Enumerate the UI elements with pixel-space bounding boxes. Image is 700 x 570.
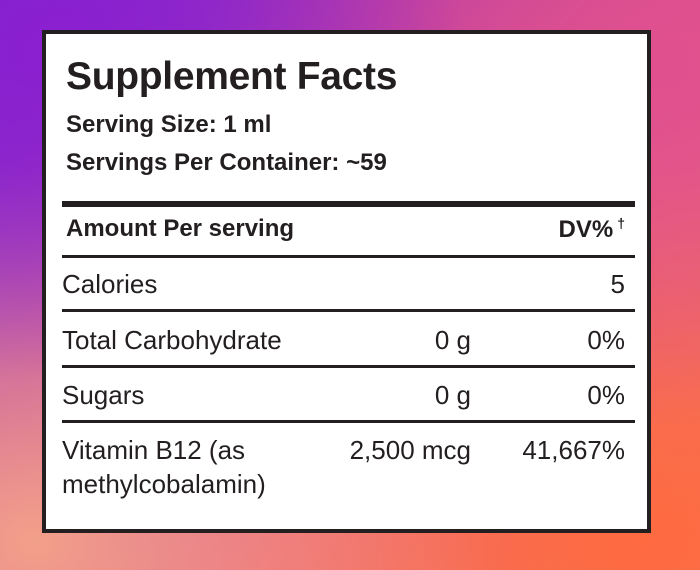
- row-calories-name: Calories: [62, 269, 158, 299]
- thick-divider: [62, 201, 635, 207]
- facts-title: Supplement Facts: [66, 55, 398, 98]
- dv-footnote-symbol: †: [617, 215, 625, 231]
- dv-header: DV% †: [559, 215, 625, 244]
- serving-size: Serving Size: 1 ml: [66, 111, 272, 138]
- row-carbohydrate-dv: 0%: [587, 325, 625, 355]
- row-carbohydrate-amount: 0 g: [434, 325, 471, 355]
- row-vitamin-b12-dv: 41,667%: [522, 435, 625, 465]
- row-calories-dv: 5: [610, 269, 625, 299]
- supplement-facts-panel: Supplement Facts Serving Size: 1 ml Serv…: [42, 30, 651, 533]
- dv-header-label: DV%: [558, 216, 614, 243]
- amount-per-serving-header: Amount Per serving: [66, 215, 295, 242]
- row-vitamin-b12-amount: 2,500 mcg: [349, 435, 471, 465]
- divider: [62, 420, 635, 423]
- row-sugars-dv: 0%: [587, 380, 625, 410]
- row-vitamin-b12-name-line2: methylcobalamin): [62, 469, 266, 499]
- divider: [62, 255, 635, 258]
- row-sugars-name: Sugars: [62, 380, 145, 410]
- row-carbohydrate-name: Total Carbohydrate: [62, 325, 282, 355]
- row-vitamin-b12-name-line1: Vitamin B12 (as: [62, 435, 246, 465]
- row-sugars-amount: 0 g: [434, 380, 471, 410]
- servings-per-container: Servings Per Container: ~59: [66, 149, 387, 176]
- divider: [62, 365, 635, 368]
- divider: [62, 309, 635, 312]
